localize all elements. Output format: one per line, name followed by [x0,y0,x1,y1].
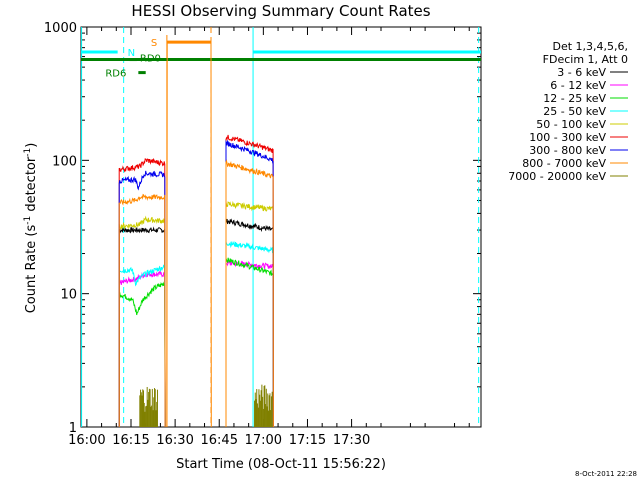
series-3-6-kev [118,218,274,428]
flag-label-rd0: RD0 [140,54,161,65]
series-line [118,226,166,428]
legend-header: Det 1,3,4,5,6, [552,40,628,53]
series-300-800-kev [118,139,274,428]
legend-entry-label: 100 - 300 keV [529,131,606,144]
plot-frame [80,26,482,428]
series-line [118,264,166,428]
legend-entry-label: 3 - 6 keV [557,66,606,79]
x-tick-label: 16:45 [201,433,238,448]
x-tick-label: 17:15 [289,433,326,448]
series-50-100-kev [118,200,274,428]
series-line [118,215,166,428]
series-line [225,257,274,428]
series-line [225,159,274,428]
legend-entry-label: 300 - 800 keV [529,144,606,157]
series-line [225,200,274,428]
timestamp: 8-Oct-2011 22:28 [575,470,637,478]
legend: Det 1,3,4,5,6,FDecim 1, Att 03 - 6 keV6 … [508,40,628,183]
series-line [225,218,274,428]
series-line [166,41,212,428]
y-axis-label: Count Rate (s-1 detector-1) [23,143,39,314]
x-tick-label: 16:30 [156,433,193,448]
series-line [118,281,166,428]
x-tick-label: 16:00 [68,433,105,448]
legend-entry-label: 50 - 100 keV [536,118,606,131]
flag-label-rd6: RD6 [105,69,126,80]
legend-header: FDecim 1, Att 0 [543,53,628,66]
series-line [225,134,274,428]
series-7000-20000-kev [139,384,273,427]
y-tick-label: 1 [69,421,77,436]
y-tick-label: 1000 [44,21,77,36]
series-line [225,240,274,428]
x-tick-label: 17:30 [333,433,370,448]
legend-entry-label: 6 - 12 keV [550,79,606,92]
legend-entry-label: 25 - 50 keV [543,105,606,118]
series-100-300-kev [118,134,274,428]
flag-label-n: N [128,48,135,59]
series-line [225,259,274,428]
x-axis-label: Start Time (08-Oct-11 15:56:22) [176,457,386,472]
legend-entry-label: 800 - 7000 keV [522,157,606,170]
series-line [118,157,166,428]
series-line [118,170,166,428]
y-tick-label: 10 [60,288,77,303]
x-tick-label: 16:15 [112,433,149,448]
legend-entry-label: 12 - 25 keV [543,92,606,105]
series-800-7000-kev [118,41,274,428]
y-tick-label: 100 [52,154,77,169]
legend-entry-label: 7000 - 20000 keV [508,170,606,183]
series-25-50-kev [118,240,274,428]
series-12-25-kev [118,257,274,428]
x-tick-label: 17:00 [245,433,282,448]
chart-title: HESSI Observing Summary Count Rates [131,2,430,20]
series-line [225,139,274,428]
flag-label-s: S [151,38,157,49]
series-line [118,193,166,428]
